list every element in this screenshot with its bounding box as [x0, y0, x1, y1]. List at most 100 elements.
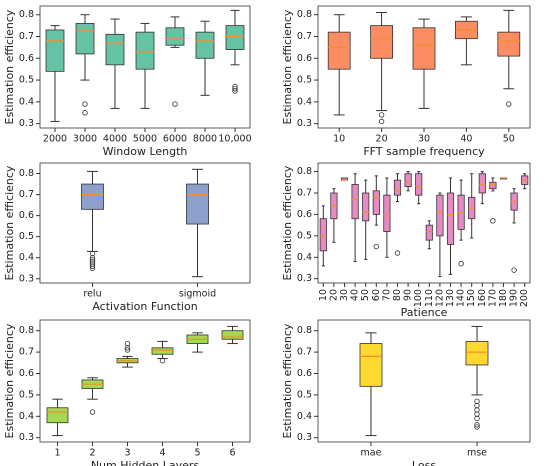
x-tick-label: 170 — [487, 289, 498, 307]
x-tick-label: 30 — [339, 289, 350, 301]
x-axis-label: Patience — [401, 306, 448, 319]
x-tick-label: 140 — [456, 289, 467, 307]
box — [404, 173, 412, 187]
x-axis-label: Loss — [412, 459, 436, 466]
y-tick-label: 0.7 — [19, 189, 34, 200]
y-tick-label: 0.8 — [297, 325, 312, 336]
y-tick-label: 0.5 — [19, 231, 34, 242]
x-tick-label: 20 — [376, 134, 388, 145]
y-tick-label: 0.7 — [297, 347, 312, 358]
y-tick-label: 0.8 — [297, 9, 312, 20]
box — [221, 330, 244, 340]
x-tick-label: 10 — [333, 134, 345, 145]
x-axis-label: Num Hidden Layers — [91, 459, 200, 466]
box — [446, 192, 455, 245]
x-tick-label: 190 — [509, 289, 520, 307]
y-tick-label: 0.6 — [19, 368, 34, 379]
y-tick-label: 0.8 — [297, 166, 312, 177]
box — [46, 407, 69, 424]
outlier — [172, 101, 178, 107]
outlier — [378, 118, 385, 125]
x-tick-label: 8000 — [193, 134, 217, 145]
y-tick-label: 0.6 — [297, 368, 312, 379]
x-tick-label: 10,000 — [218, 134, 251, 145]
y-tick-label: 0.4 — [297, 411, 312, 422]
outlier — [124, 340, 131, 347]
outlier — [394, 250, 401, 256]
x-tick-label: 130 — [445, 289, 456, 307]
y-tick-label: 0.5 — [19, 75, 34, 86]
y-tick-label: 0.4 — [19, 411, 34, 422]
y-axis-label: Estimation efficiency — [3, 165, 16, 280]
x-tick-label: 160 — [477, 289, 488, 307]
x-tick-label: 2000 — [43, 134, 67, 145]
box — [165, 27, 185, 46]
outlier — [506, 101, 512, 107]
box — [465, 341, 489, 366]
x-tick-label: 3000 — [73, 134, 97, 145]
y-axis-label: Estimation efficiency — [281, 323, 294, 438]
y-tick-label: 0.5 — [19, 389, 34, 400]
y-tick-label: 0.4 — [19, 96, 34, 107]
box — [436, 194, 444, 237]
x-tick-label: mae — [361, 448, 382, 459]
x-tick-label: 120 — [434, 289, 445, 307]
y-tick-label: 0.7 — [297, 31, 312, 42]
box — [195, 31, 215, 59]
box — [383, 194, 391, 232]
plot-area — [317, 162, 531, 284]
x-tick-label: 100 — [413, 289, 424, 307]
y-axis-label: Estimation efficiency — [281, 165, 294, 280]
y-tick-label: 0.6 — [19, 210, 34, 221]
y-axis-label: Estimation efficiency — [3, 323, 16, 438]
y-tick-label: 0.8 — [19, 325, 34, 336]
outlier — [82, 101, 88, 107]
box — [393, 179, 402, 196]
x-tick-label: 5 — [194, 448, 200, 459]
x-tick-label: 1 — [54, 448, 60, 459]
box — [412, 27, 436, 70]
box — [425, 224, 433, 241]
box — [135, 31, 155, 70]
box — [81, 183, 104, 210]
y-tick-label: 0.3 — [297, 432, 312, 443]
box — [478, 173, 486, 194]
outlier — [159, 357, 166, 364]
x-axis-label: FFT sample frequency — [363, 145, 485, 158]
x-tick-label: 60 — [371, 289, 382, 301]
box — [327, 31, 351, 70]
y-tick-label: 0.4 — [19, 252, 34, 263]
y-tick-label: 0.7 — [297, 188, 312, 199]
outlier — [82, 110, 88, 116]
plot-area — [39, 319, 251, 443]
outlier — [511, 267, 517, 273]
x-tick-label: 2 — [89, 448, 95, 459]
x-tick-label: 90 — [403, 289, 414, 301]
x-tick-label: 5000 — [133, 134, 157, 145]
outlier — [474, 422, 480, 428]
x-tick-label: 110 — [424, 289, 435, 307]
y-tick-label: 0.7 — [19, 347, 34, 358]
y-tick-label: 0.3 — [19, 118, 34, 129]
box — [372, 190, 380, 215]
box — [362, 192, 370, 222]
plot-area — [39, 162, 251, 284]
x-tick-label: 3 — [124, 448, 130, 459]
outlier — [89, 265, 96, 271]
box — [105, 33, 125, 66]
y-tick-label: 0.5 — [297, 75, 312, 86]
x-tick-label: 40 — [460, 134, 472, 145]
outlier — [474, 415, 480, 422]
y-tick-label: 0.6 — [297, 53, 312, 64]
x-tick-label: 20 — [328, 289, 339, 301]
outlier — [378, 112, 385, 118]
box — [370, 25, 394, 59]
x-tick-label: 200 — [519, 289, 530, 307]
x-tick-label: 30 — [418, 134, 430, 145]
y-tick-label: 0.4 — [297, 252, 312, 263]
box — [151, 347, 174, 355]
x-tick-label: 150 — [466, 289, 477, 307]
y-axis-label: Estimation efficiency — [3, 9, 16, 124]
x-tick-label: 4 — [159, 448, 165, 459]
